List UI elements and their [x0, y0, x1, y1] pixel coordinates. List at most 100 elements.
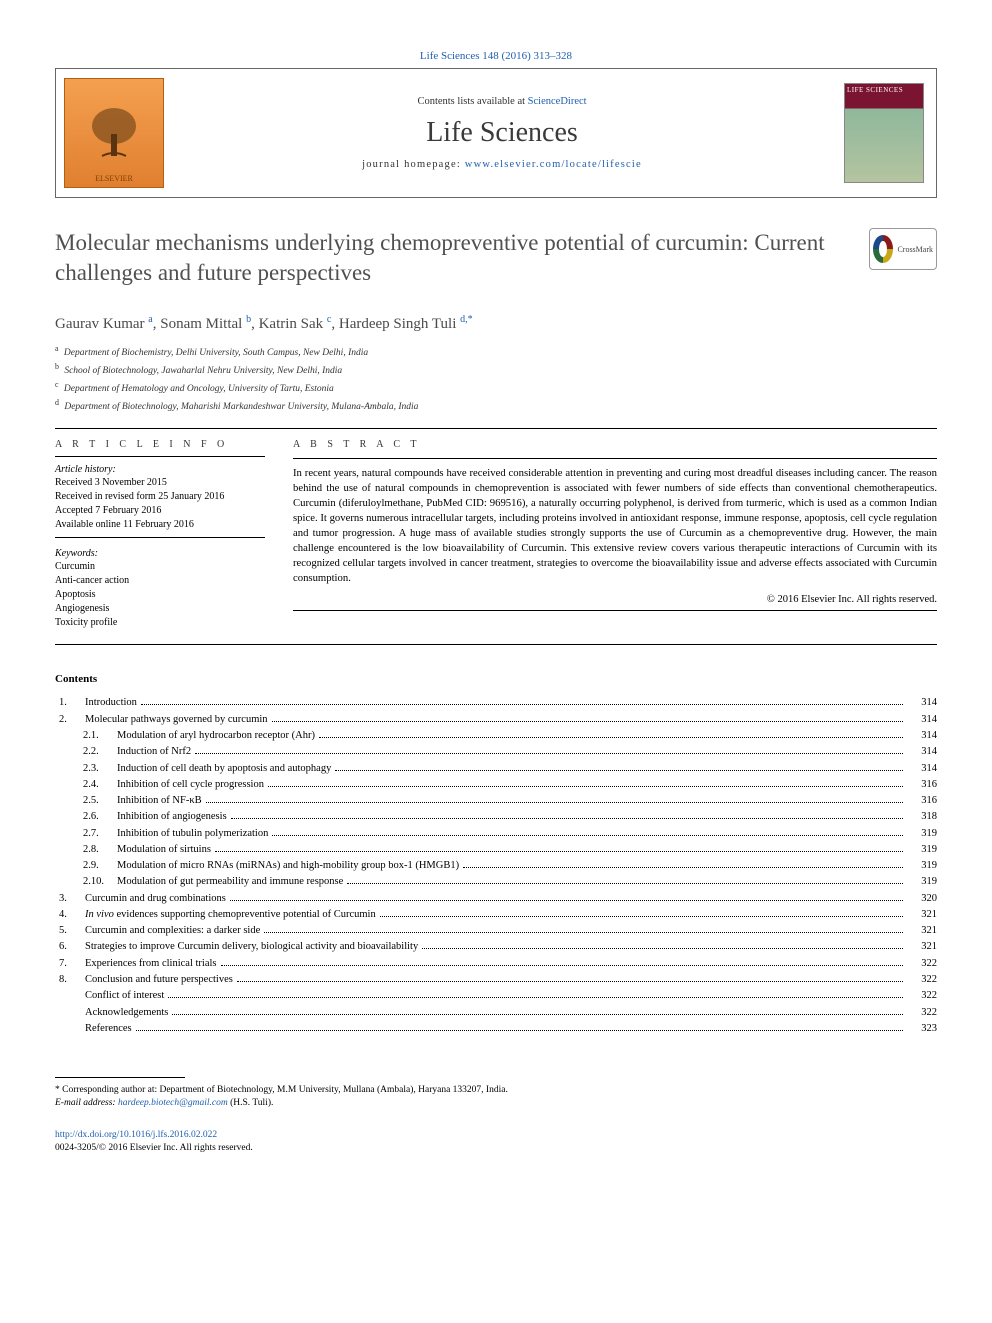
toc-num: 3. [55, 891, 85, 907]
table-of-contents: 1. Introduction 314 2. Molecular pathway… [55, 695, 937, 1037]
toc-label: Introduction [85, 695, 137, 711]
divider [293, 610, 937, 611]
issn-line: 0024-3205/© 2016 Elsevier Inc. All right… [55, 1143, 253, 1153]
contents-section: Contents 1. Introduction 314 2. Molecula… [55, 673, 937, 1037]
affiliation: b School of Biotechnology, Jawaharlal Ne… [55, 361, 937, 379]
toc-label: Inhibition of NF-κB [117, 793, 202, 809]
toc-row: 3. Curcumin and drug combinations 320 [55, 891, 937, 907]
toc-num: 5. [55, 923, 85, 939]
footer: * Corresponding author at: Department of… [55, 1077, 937, 1155]
article-info: A R T I C L E I N F O Article history: R… [55, 439, 265, 630]
author-list: Gaurav Kumar a, Sonam Mittal b, Katrin S… [55, 314, 937, 333]
article-title: Molecular mechanisms underlying chemopre… [55, 228, 849, 288]
doi-block: http://dx.doi.org/10.1016/j.lfs.2016.02.… [55, 1129, 937, 1156]
divider [55, 428, 937, 429]
toc-num: 2.1. [83, 728, 117, 744]
toc-num: 2.3. [83, 761, 117, 777]
toc-page: 316 [907, 793, 937, 809]
toc-page: 314 [907, 695, 937, 711]
doi-link[interactable]: http://dx.doi.org/10.1016/j.lfs.2016.02.… [55, 1130, 217, 1140]
toc-label: Curcumin and drug combinations [85, 891, 226, 907]
abstract-head: A B S T R A C T [293, 439, 937, 450]
toc-label: Conflict of interest [85, 988, 164, 1004]
toc-row: References 323 [55, 1021, 937, 1037]
toc-page: 320 [907, 891, 937, 907]
article-info-head: A R T I C L E I N F O [55, 439, 265, 450]
crossmark-label: CrossMark [897, 245, 933, 254]
keywords-label: Keywords: [55, 548, 265, 559]
toc-row: 1. Introduction 314 [55, 695, 937, 711]
toc-page: 322 [907, 956, 937, 972]
toc-num: 2.9. [83, 858, 117, 874]
toc-label: Induction of Nrf2 [117, 744, 191, 760]
toc-label: Curcumin and complexities: a darker side [85, 923, 260, 939]
keyword: Anti-cancer action [55, 574, 265, 588]
journal-header: ELSEVIER Contents lists available at Sci… [55, 68, 937, 198]
elsevier-label: ELSEVIER [95, 174, 133, 183]
toc-label: References [85, 1021, 132, 1037]
toc-num: 2.2. [83, 744, 117, 760]
email-link[interactable]: hardeep.biotech@gmail.com [118, 1098, 228, 1108]
homepage-link[interactable]: www.elsevier.com/locate/lifescie [465, 159, 642, 170]
affiliation: a Department of Biochemistry, Delhi Univ… [55, 343, 937, 361]
keyword: Toxicity profile [55, 616, 265, 630]
toc-num: 2.8. [83, 842, 117, 858]
crossmark-badge[interactable]: CrossMark [869, 228, 937, 270]
toc-row: 2. Molecular pathways governed by curcum… [55, 712, 937, 728]
affiliation: c Department of Hematology and Oncology,… [55, 379, 937, 397]
toc-num: 2.7. [83, 826, 117, 842]
elsevier-tree-icon [84, 104, 144, 174]
toc-row: 2.1. Modulation of aryl hydrocarbon rece… [55, 728, 937, 744]
keyword: Angiogenesis [55, 602, 265, 616]
toc-label: Experiences from clinical trials [85, 956, 217, 972]
toc-num: 2. [55, 712, 85, 728]
toc-row: 8. Conclusion and future perspectives 32… [55, 972, 937, 988]
toc-page: 319 [907, 858, 937, 874]
toc-label: Acknowledgements [85, 1005, 168, 1021]
divider [55, 644, 937, 645]
citation-line: Life Sciences 148 (2016) 313–328 [55, 50, 937, 62]
abstract: A B S T R A C T In recent years, natural… [293, 439, 937, 630]
toc-row: Acknowledgements 322 [55, 1005, 937, 1021]
toc-row: 2.9. Modulation of micro RNAs (miRNAs) a… [55, 858, 937, 874]
toc-row: 5. Curcumin and complexities: a darker s… [55, 923, 937, 939]
toc-num: 2.10. [83, 874, 117, 890]
keyword: Curcumin [55, 560, 265, 574]
history-line: Accepted 7 February 2016 [55, 504, 265, 518]
journal-homepage: journal homepage: www.elsevier.com/locat… [172, 159, 832, 170]
toc-row: 4. In vivo evidences supporting chemopre… [55, 907, 937, 923]
toc-label: Conclusion and future perspectives [85, 972, 233, 988]
toc-num: 7. [55, 956, 85, 972]
toc-page: 314 [907, 728, 937, 744]
toc-label: Inhibition of tubulin polymerization [117, 826, 268, 842]
journal-cover: LIFE SCIENCES [844, 83, 924, 183]
toc-page: 316 [907, 777, 937, 793]
toc-label: Inhibition of cell cycle progression [117, 777, 264, 793]
toc-page: 323 [907, 1021, 937, 1037]
cover-label: LIFE SCIENCES [845, 84, 923, 96]
toc-row: 2.10. Modulation of gut permeability and… [55, 874, 937, 890]
toc-page: 314 [907, 744, 937, 760]
toc-num: 8. [55, 972, 85, 988]
sciencedirect-link[interactable]: ScienceDirect [528, 96, 587, 107]
corresponding-author: * Corresponding author at: Department of… [55, 1084, 937, 1111]
toc-label: Inhibition of angiogenesis [117, 809, 227, 825]
toc-row: 2.6. Inhibition of angiogenesis 318 [55, 809, 937, 825]
footnote-rule [55, 1077, 185, 1078]
toc-label: Modulation of gut permeability and immun… [117, 874, 343, 890]
toc-num: 2.4. [83, 777, 117, 793]
toc-label: Strategies to improve Curcumin delivery,… [85, 939, 418, 955]
affiliations: a Department of Biochemistry, Delhi Univ… [55, 343, 937, 415]
toc-label: Induction of cell death by apoptosis and… [117, 761, 331, 777]
history-line: Received in revised form 25 January 2016 [55, 490, 265, 504]
toc-row: 2.7. Inhibition of tubulin polymerizatio… [55, 826, 937, 842]
toc-label: Modulation of sirtuins [117, 842, 211, 858]
history-label: Article history: [55, 464, 265, 475]
toc-row: 2.4. Inhibition of cell cycle progressio… [55, 777, 937, 793]
toc-page: 314 [907, 761, 937, 777]
toc-row: 2.2. Induction of Nrf2 314 [55, 744, 937, 760]
toc-page: 321 [907, 939, 937, 955]
affiliation: d Department of Biotechnology, Maharishi… [55, 397, 937, 415]
toc-label: In vivo evidences supporting chemopreven… [85, 907, 376, 923]
history-line: Available online 11 February 2016 [55, 518, 265, 532]
